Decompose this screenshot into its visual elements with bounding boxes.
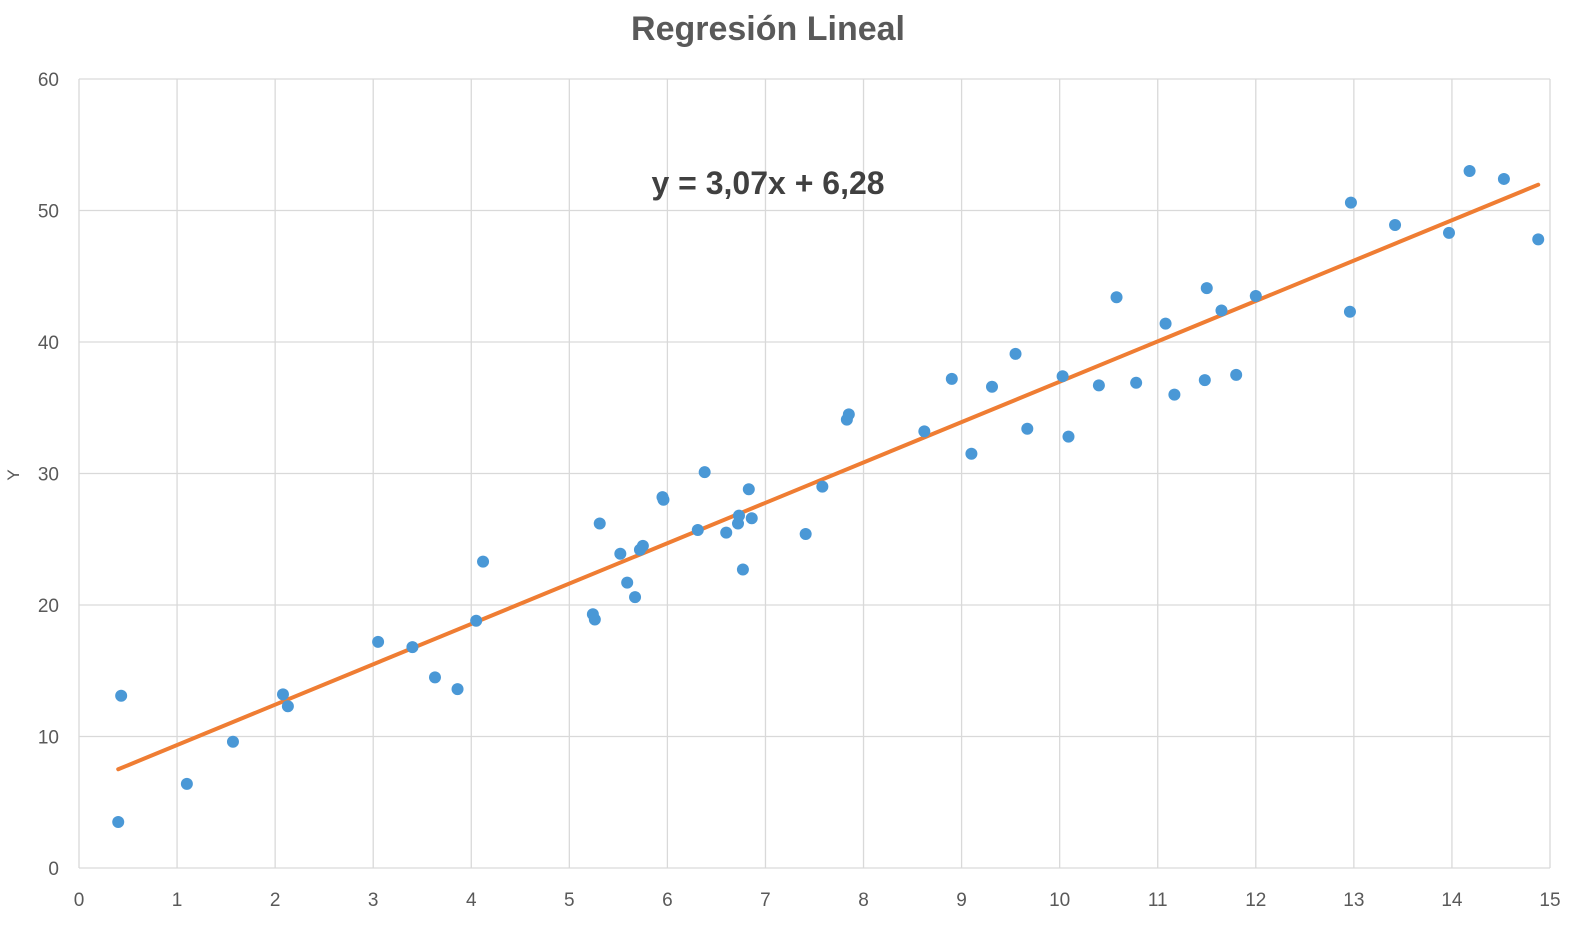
y-tick-label: 60 <box>38 70 59 91</box>
data-point <box>1532 233 1545 246</box>
data-point <box>281 700 294 713</box>
data-point <box>945 372 958 385</box>
x-tick-label: 0 <box>74 890 85 911</box>
data-point <box>372 635 385 648</box>
data-point <box>614 547 627 560</box>
data-point <box>629 591 642 604</box>
data-point <box>593 517 606 530</box>
trendline <box>116 182 1541 772</box>
data-point <box>1168 388 1181 401</box>
data-point <box>732 509 745 522</box>
y-axis-tick-labels: 0 10 20 30 40 50 60 <box>38 70 59 880</box>
data-point <box>965 447 978 460</box>
y-tick-label: 50 <box>38 202 59 223</box>
data-point <box>1200 282 1213 295</box>
x-tick-label: 12 <box>1245 890 1266 911</box>
data-point <box>115 689 128 702</box>
x-tick-label: 3 <box>368 890 379 911</box>
data-point <box>1463 165 1476 178</box>
data-point <box>1009 347 1022 360</box>
data-point <box>1092 379 1105 392</box>
data-point <box>1062 430 1075 443</box>
x-tick-label: 5 <box>564 890 575 911</box>
data-point <box>720 526 733 539</box>
data-point <box>1021 422 1034 435</box>
data-point <box>986 380 999 393</box>
data-point <box>636 539 649 552</box>
data-point <box>621 576 634 589</box>
x-tick-label: 6 <box>662 890 673 911</box>
data-point <box>1497 172 1510 185</box>
data-points <box>112 165 1545 828</box>
x-tick-label: 11 <box>1148 890 1168 911</box>
data-point <box>1215 304 1228 317</box>
data-point <box>742 483 755 496</box>
data-point <box>1230 368 1243 381</box>
grid <box>78 78 1551 869</box>
x-tick-label: 13 <box>1343 890 1364 911</box>
chart-title: Regresión Lineal <box>631 10 905 48</box>
trendline-equation-label: y = 3,07x + 6,28 <box>651 165 884 201</box>
y-tick-label: 20 <box>38 596 59 617</box>
data-point <box>588 613 601 626</box>
data-point <box>691 524 704 537</box>
y-tick-label: 40 <box>38 333 59 354</box>
data-point <box>276 688 289 701</box>
data-point <box>657 493 670 506</box>
y-tick-label: 0 <box>48 859 59 880</box>
x-tick-label: 1 <box>172 890 183 911</box>
x-tick-label: 8 <box>858 890 869 911</box>
x-tick-label: 2 <box>270 890 281 911</box>
data-point <box>1442 226 1455 239</box>
x-axis-tick-labels: 0 1 2 3 4 5 6 7 8 9 10 11 12 13 14 15 <box>74 890 1561 911</box>
data-point <box>477 555 490 568</box>
data-point <box>451 683 464 696</box>
data-point <box>918 425 931 438</box>
data-point <box>816 480 829 493</box>
y-axis-label: Y <box>4 469 23 480</box>
data-point <box>736 563 749 576</box>
data-point <box>1249 289 1262 302</box>
data-point <box>1389 218 1402 231</box>
data-point <box>226 735 239 748</box>
y-tick-label: 10 <box>38 728 59 749</box>
data-point <box>1198 374 1211 387</box>
data-point <box>1159 317 1172 330</box>
data-point <box>180 777 193 790</box>
data-point <box>698 466 711 479</box>
data-point <box>842 408 855 421</box>
data-point <box>406 641 419 654</box>
data-point <box>1344 196 1357 209</box>
data-point <box>799 527 812 540</box>
x-tick-label: 10 <box>1049 890 1070 911</box>
data-point <box>745 512 758 525</box>
data-point <box>1343 305 1356 318</box>
data-point <box>428 671 441 684</box>
x-tick-label: 9 <box>956 890 967 911</box>
y-tick-label: 30 <box>38 465 59 486</box>
data-point <box>470 614 483 627</box>
data-point <box>1110 291 1123 304</box>
data-point <box>1056 370 1069 383</box>
x-tick-label: 15 <box>1539 890 1560 911</box>
data-point <box>1130 376 1143 389</box>
x-tick-label: 4 <box>466 890 477 911</box>
data-point <box>112 815 125 828</box>
x-tick-label: 14 <box>1441 890 1463 911</box>
x-tick-label: 7 <box>760 890 771 911</box>
